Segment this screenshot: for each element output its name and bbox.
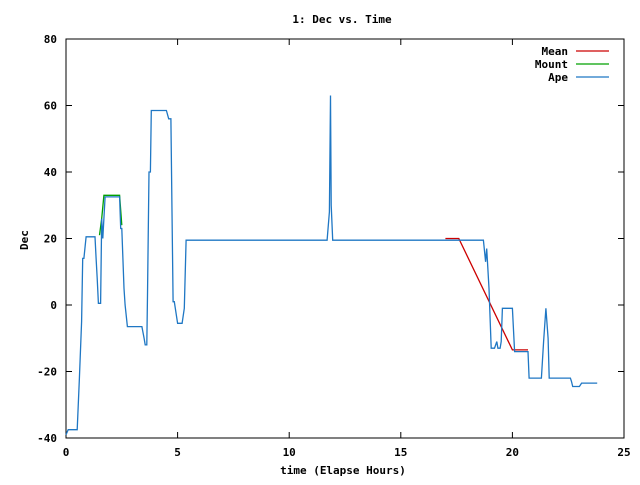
legend-label: Mount: [535, 58, 568, 71]
y-tick-label: 0: [50, 299, 57, 312]
axis-ticks: 0 5 10 15 20 25 -40 -20 0 20 40 60 80: [37, 33, 631, 459]
y-tick-label: -40: [37, 432, 57, 445]
y-axis-label: Dec: [18, 230, 31, 250]
series-line-ape: [65, 95, 598, 435]
y-tick-label: -20: [37, 366, 57, 379]
x-tick-label: 10: [283, 446, 296, 459]
chart-title: 1: Dec vs. Time: [292, 13, 392, 26]
y-tick-label: 20: [44, 233, 57, 246]
x-axis-label: time (Elapse Hours): [280, 464, 406, 477]
series-layer: [65, 95, 598, 435]
y-tick-label: 60: [44, 100, 57, 113]
x-tick-label: 0: [63, 446, 70, 459]
y-tick-label: 40: [44, 166, 57, 179]
legend-label: Mean: [542, 45, 569, 58]
x-tick-label: 20: [506, 446, 519, 459]
x-tick-label: 25: [617, 446, 630, 459]
y-tick-label: 80: [44, 33, 57, 46]
series-line-mean: [445, 237, 528, 351]
legend-label: Ape: [548, 71, 568, 84]
x-tick-label: 5: [174, 446, 181, 459]
x-tick-label: 15: [394, 446, 407, 459]
